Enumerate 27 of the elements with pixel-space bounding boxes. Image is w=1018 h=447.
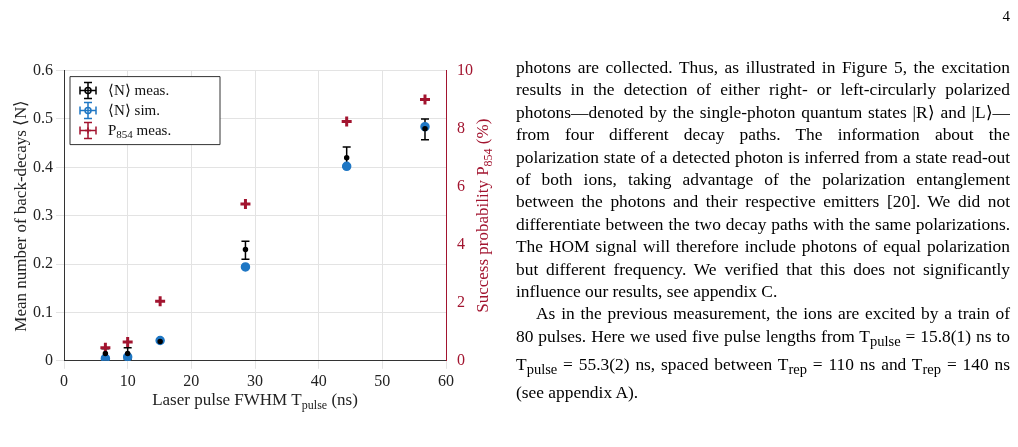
x-tick-label: 40 [310, 371, 327, 389]
text: 4 [1002, 8, 1010, 25]
y-axis-title: Mean number of back-decays ⟨N⟩ [11, 99, 31, 332]
x-tick-label: 60 [438, 371, 454, 389]
x-tick-label: 20 [183, 371, 200, 389]
y-tick-label: 0.4 [33, 157, 53, 175]
y2-tick-label: 10 [457, 60, 473, 78]
y-tick-label: 0.5 [33, 109, 53, 127]
y2-tick-label: 0 [457, 351, 465, 368]
y2-tick-label: 8 [457, 118, 465, 136]
legend-label: ⟨N⟩ sim. [108, 101, 161, 118]
y-tick-label: 0 [45, 351, 53, 368]
y-tick-label: 0.6 [33, 60, 53, 78]
text: photons are collected. Thus, as illustrated in Figure 5, the excitation results in the detection of either right- or left-circularly polarized photons—denoted by the single-photon quantum states |R⟩ and |L⟩—from four different decay paths. The information about the polarization state of a detected photon is inferred from a state read-out of both ions, taking advantage of the polarization entanglement between the photons and their respective emitters [20]. We did not differentiate between the two decay paths with the same polarizations. The HOM signal will therefore include photons of equal polarization but different frequency. We verified that this does not significantly influence our results, see appendix C. [516, 57, 1010, 302]
y-tick-label: 0.2 [33, 254, 53, 272]
legend-label: ⟨N⟩ meas. [108, 81, 170, 98]
x-tick-label: 0 [60, 371, 68, 389]
y2-axis-title: Success probability P854 (%) [473, 118, 496, 313]
y2-tick-label: 2 [457, 292, 465, 310]
y2-tick-label: 4 [457, 234, 465, 252]
y2-tick-label: 6 [457, 176, 465, 194]
x-tick-label: 10 [119, 371, 136, 389]
text: As in the previous measurement, the ions are excited by a train of 80 pulses. Here we used five pulse lengths from T$_{pulse}$ = 15.8(1) ns to T$_{pulse}$ = 55.3(2) ns, spaced between T$_{rep}$ = 110 ns and T$_{rep}$ = 140 ns (see appendix A). [516, 303, 1011, 402]
x-tick-label: 30 [247, 371, 263, 389]
y-tick-label: 0.1 [33, 302, 53, 320]
x-tick-label: 50 [374, 371, 391, 389]
y-tick-label: 0.3 [33, 205, 53, 223]
